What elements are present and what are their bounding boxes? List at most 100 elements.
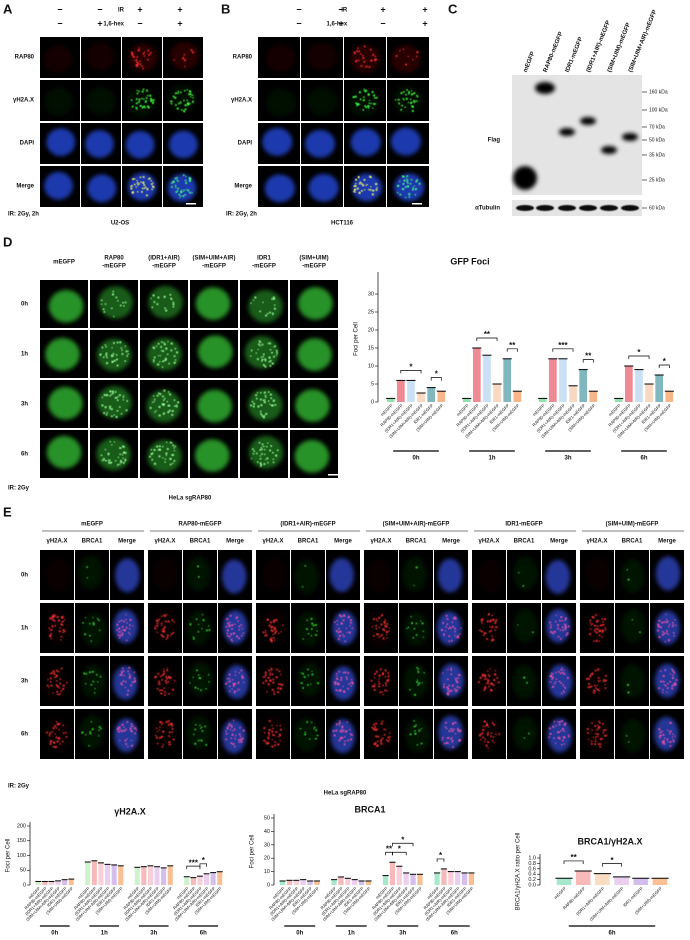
focus bbox=[382, 684, 385, 687]
focus bbox=[151, 401, 154, 404]
focus bbox=[495, 626, 498, 629]
focus bbox=[131, 184, 133, 187]
focus bbox=[665, 620, 668, 624]
focus bbox=[228, 621, 231, 624]
focus bbox=[454, 721, 457, 724]
focus bbox=[337, 638, 340, 641]
y-tick-label: 10 bbox=[264, 869, 270, 875]
focus bbox=[155, 345, 158, 347]
focus bbox=[669, 721, 672, 725]
nucleus bbox=[439, 663, 464, 698]
focus bbox=[564, 687, 567, 690]
focus bbox=[264, 359, 267, 362]
focus bbox=[233, 745, 236, 748]
focus bbox=[166, 669, 169, 672]
focus bbox=[595, 639, 598, 643]
focus bbox=[226, 629, 230, 632]
column-label: -mEGFP bbox=[302, 264, 326, 270]
focus bbox=[458, 738, 462, 742]
focus bbox=[121, 352, 124, 356]
focus bbox=[441, 739, 443, 741]
focus bbox=[665, 613, 667, 616]
focus bbox=[134, 732, 137, 735]
focus bbox=[316, 734, 319, 737]
focus bbox=[413, 627, 416, 630]
focus bbox=[553, 720, 556, 723]
focus bbox=[661, 630, 664, 633]
focus bbox=[197, 575, 200, 578]
focus bbox=[267, 738, 270, 741]
focus bbox=[262, 355, 265, 358]
nucleus bbox=[348, 88, 379, 117]
focus bbox=[404, 186, 407, 189]
focus bbox=[177, 401, 180, 404]
micrograph bbox=[240, 280, 288, 328]
micrograph bbox=[472, 709, 506, 759]
micrograph bbox=[81, 37, 121, 78]
construct-label: (SIM+UIM)-mEGFP bbox=[606, 522, 659, 528]
focus bbox=[230, 737, 232, 740]
focus bbox=[150, 179, 153, 182]
focus bbox=[58, 687, 61, 689]
focus bbox=[356, 47, 359, 50]
focus bbox=[270, 667, 273, 670]
focus bbox=[266, 457, 269, 460]
column-label: RAP80 bbox=[104, 256, 124, 262]
focus bbox=[160, 723, 163, 726]
focus bbox=[98, 629, 101, 632]
micrograph bbox=[218, 550, 252, 600]
value-spread bbox=[111, 864, 117, 885]
focus bbox=[389, 735, 391, 738]
focus bbox=[375, 617, 378, 620]
focus bbox=[175, 351, 179, 354]
focus bbox=[174, 347, 177, 350]
marker-label: 25 kDa bbox=[649, 177, 665, 183]
focus bbox=[169, 441, 172, 444]
focus bbox=[369, 175, 372, 178]
focus bbox=[238, 672, 240, 674]
focus bbox=[374, 725, 377, 729]
focus bbox=[171, 462, 174, 465]
focus bbox=[349, 625, 351, 627]
focus bbox=[276, 668, 279, 671]
focus bbox=[599, 624, 602, 627]
focus bbox=[673, 671, 676, 674]
focus bbox=[188, 179, 192, 183]
focus bbox=[264, 679, 268, 683]
focus bbox=[105, 354, 108, 357]
focus bbox=[375, 96, 378, 99]
focus bbox=[279, 687, 282, 691]
focus bbox=[485, 744, 487, 747]
focus bbox=[48, 635, 51, 638]
focus bbox=[495, 618, 498, 621]
focus bbox=[141, 65, 143, 68]
focus bbox=[316, 630, 318, 632]
focus bbox=[274, 454, 278, 457]
focus bbox=[310, 627, 313, 630]
focus bbox=[88, 745, 90, 747]
focus bbox=[50, 684, 53, 687]
focus bbox=[135, 729, 138, 731]
focus bbox=[234, 734, 237, 737]
focus bbox=[93, 692, 96, 694]
value-spread bbox=[559, 358, 567, 402]
focus bbox=[124, 345, 127, 348]
focus bbox=[596, 619, 599, 622]
micrograph bbox=[40, 709, 74, 759]
focus bbox=[363, 178, 366, 181]
focus bbox=[601, 636, 604, 638]
group-label: 6h bbox=[451, 931, 458, 937]
focus bbox=[143, 187, 145, 190]
focus bbox=[417, 683, 420, 686]
focus bbox=[133, 183, 136, 186]
focus bbox=[137, 62, 140, 65]
value-spread bbox=[556, 878, 572, 885]
focus bbox=[107, 454, 110, 456]
nucleus bbox=[78, 555, 103, 590]
micrograph bbox=[364, 603, 398, 653]
value-spread bbox=[624, 366, 633, 402]
focus bbox=[656, 623, 659, 626]
focus bbox=[339, 729, 342, 732]
focus bbox=[99, 675, 102, 678]
value-spread bbox=[589, 391, 598, 402]
